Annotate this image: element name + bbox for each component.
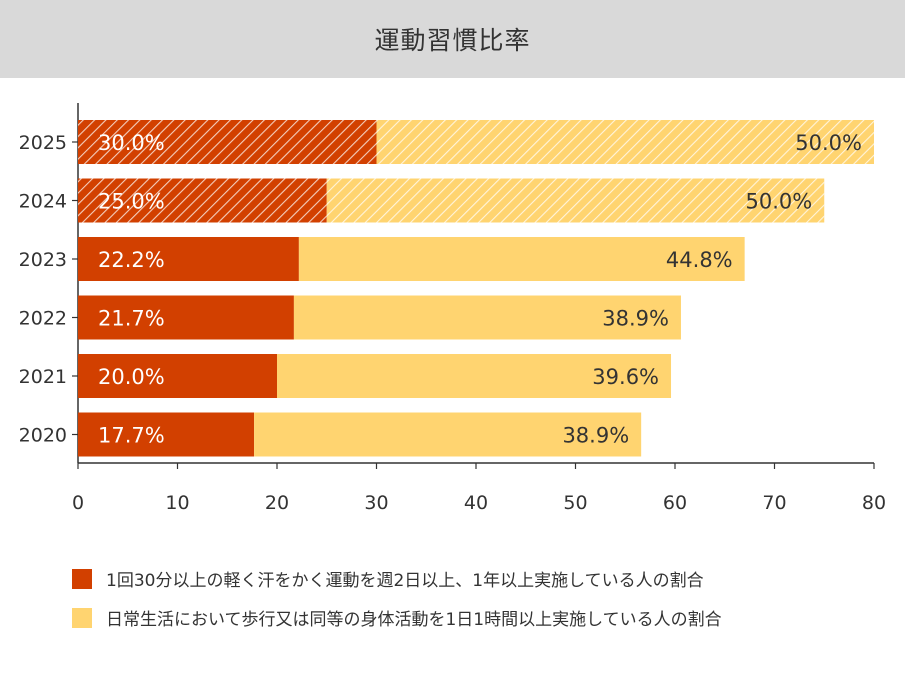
legend-swatch-yellow [72, 607, 92, 628]
x-tick-label-60: 60 [663, 492, 687, 514]
x-tick-label-70: 70 [762, 492, 786, 514]
y-tick-label-2022: 2022 [19, 308, 67, 330]
x-tick-label-80: 80 [862, 492, 886, 514]
bar-2023-series-2 [298, 237, 745, 281]
bar-hatch-2025-series-1 [78, 120, 377, 164]
bar-2022-series-1 [78, 295, 294, 340]
legend-item-series-1: 1回30分以上の軽く汗をかく運動を週2日以上、1年以上実施している人の割合 [72, 566, 704, 591]
legend-label-series-1: 1回30分以上の軽く汗をかく運動を週2日以上、1年以上実施している人の割合 [106, 571, 704, 591]
x-tick-label-0: 0 [72, 492, 84, 514]
data-labels: 30.0% 50.0% 25.0% 50.0% 22.2% 44.8% 21.7% 38.9%… [98, 131, 862, 448]
x-tick-label-50: 50 [563, 492, 587, 514]
bar-2020-series-2 [254, 412, 642, 457]
chart-title: 運動習慣比率 [374, 26, 531, 55]
y-tick-label-2023: 2023 [19, 249, 67, 271]
bar-chart: 0 10 20 30 40 50 60 70 80 2025 2024 2023 2022 2021 202… [19, 103, 886, 514]
x-tick-label-30: 30 [364, 492, 388, 514]
data-label-2024-series-1: 25.0% [98, 190, 165, 214]
bars [78, 120, 874, 457]
legend-item-series-2: 日常生活において歩行又は同等の身体活動を1日1時間以上実施している人の割合 [72, 605, 722, 630]
x-tick-label-40: 40 [464, 492, 488, 514]
data-label-2024-series-2: 50.0% [746, 190, 813, 214]
data-label-2021-series-1: 20.0% [98, 365, 165, 389]
data-label-2023-series-1: 22.2% [98, 248, 165, 272]
bar-hatch-2024-series-1 [78, 178, 327, 223]
axes: 0 10 20 30 40 50 60 70 80 2025 2024 2023 2022 2021 202… [19, 103, 886, 514]
bar-hatch-2024-series-2 [326, 178, 825, 223]
y-tick-label-2021: 2021 [19, 366, 67, 388]
data-label-2021-series-2: 39.6% [592, 365, 659, 389]
data-label-2023-series-2: 44.8% [666, 248, 733, 272]
data-label-2025-series-2: 50.0% [795, 131, 862, 155]
legend-label-series-2: 日常生活において歩行又は同等の身体活動を1日1時間以上実施している人の割合 [106, 610, 722, 630]
data-label-2022-series-2: 38.9% [602, 307, 669, 331]
x-tick-label-20: 20 [265, 492, 289, 514]
bar-2022-series-2 [293, 295, 681, 340]
bar-2023-series-1 [78, 237, 299, 281]
bar-2020-series-1 [78, 412, 255, 457]
y-tick-label-2020: 2020 [19, 425, 67, 447]
y-tick-label-2024: 2024 [19, 191, 67, 213]
bar-hatch-2025-series-2 [376, 120, 874, 164]
data-label-2025-series-1: 30.0% [98, 131, 165, 155]
bar-2021-series-1 [78, 354, 277, 398]
y-tick-label-2025: 2025 [19, 132, 67, 154]
data-label-2020-series-2: 38.9% [562, 424, 629, 448]
data-label-2020-series-1: 17.7% [98, 424, 165, 448]
x-tick-label-10: 10 [165, 492, 189, 514]
chart-title-bar: 運動習慣比率 [0, 0, 905, 78]
data-label-2022-series-1: 21.7% [98, 307, 165, 331]
bar-2021-series-2 [277, 354, 672, 398]
legend-swatch-red [72, 568, 92, 589]
